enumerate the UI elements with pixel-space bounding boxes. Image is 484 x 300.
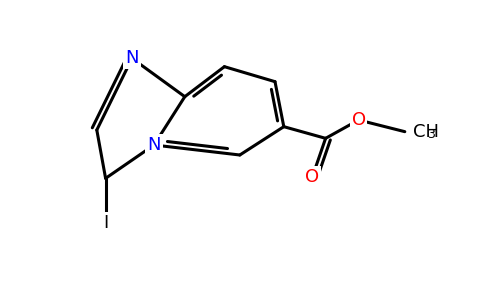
Text: N: N bbox=[125, 49, 139, 67]
Text: 3: 3 bbox=[427, 128, 435, 141]
Text: O: O bbox=[305, 168, 319, 186]
Text: CH: CH bbox=[413, 123, 439, 141]
Text: I: I bbox=[103, 214, 108, 232]
Text: N: N bbox=[147, 136, 161, 154]
Text: O: O bbox=[351, 111, 366, 129]
